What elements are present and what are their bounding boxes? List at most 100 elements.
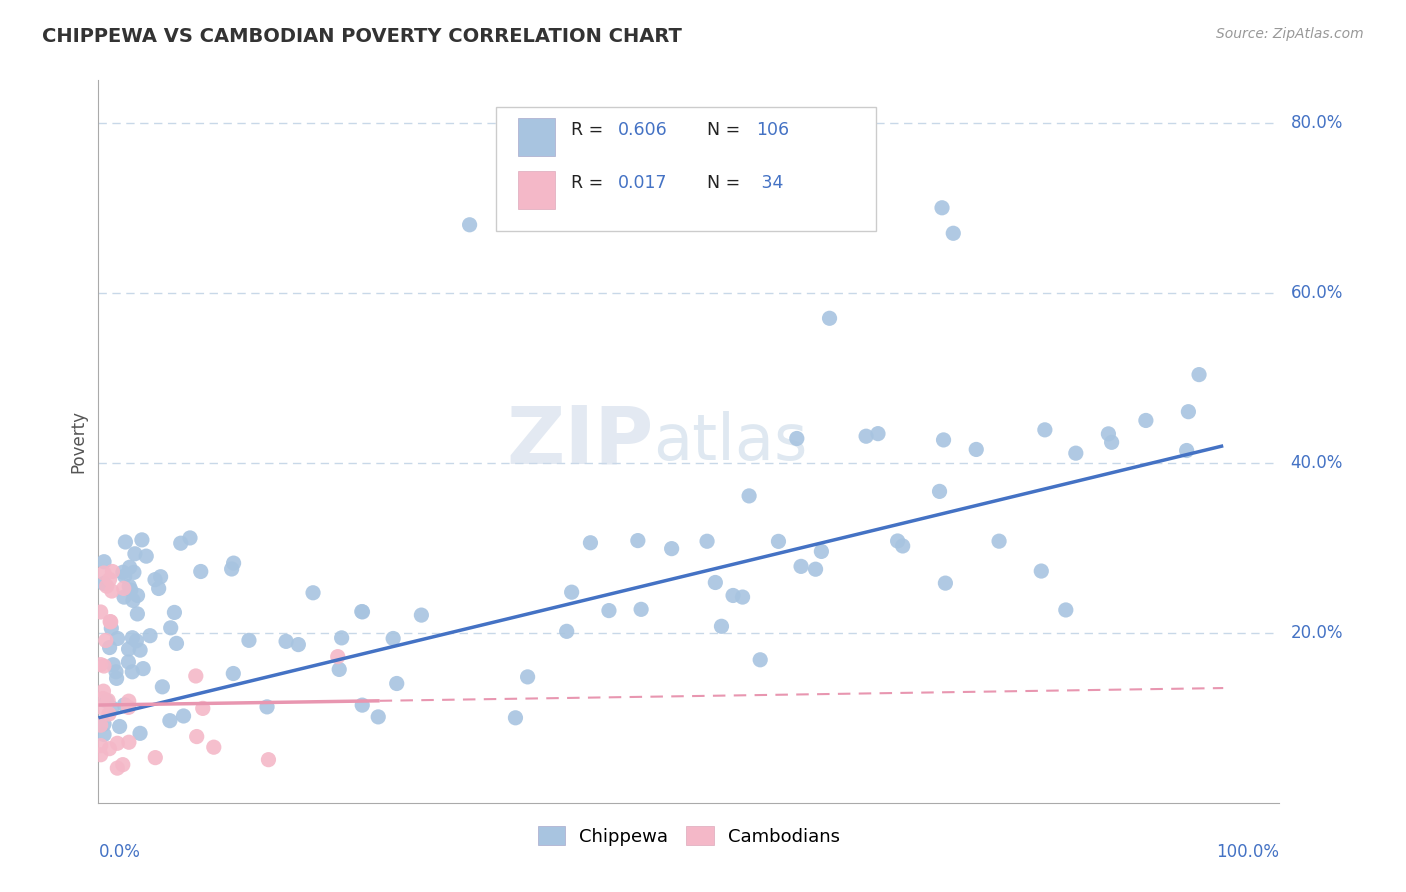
Point [928,484,950,499]
Point [1064,446,1087,460]
Point [93,727,115,741]
Point [328,662,350,676]
Text: 20.0%: 20.0% [1291,624,1343,642]
Text: 0.606: 0.606 [619,121,668,139]
Point [350,605,373,619]
Point [111,757,134,772]
Point [1101,435,1123,450]
Text: 0.0%: 0.0% [98,843,141,861]
Point [93,659,115,673]
Point [131,533,153,547]
Point [122,566,145,580]
Point [942,227,965,241]
FancyBboxPatch shape [517,171,555,209]
Point [100,615,122,629]
Text: R =: R = [571,174,609,192]
Point [90,747,112,762]
Point [159,714,181,728]
Point [98,706,121,721]
Point [122,593,145,607]
Point [274,634,297,648]
Point [114,698,136,712]
Point [97,693,120,707]
Text: 34: 34 [756,174,783,192]
Point [101,701,124,715]
Text: 106: 106 [756,121,789,139]
Text: Source: ZipAtlas.com: Source: ZipAtlas.com [1216,27,1364,41]
Point [98,640,121,655]
Text: 60.0%: 60.0% [1291,284,1343,301]
Point [118,560,141,574]
Text: CHIPPEWA VS CAMBODIAN POVERTY CORRELATION CHART: CHIPPEWA VS CAMBODIAN POVERTY CORRELATIO… [42,27,682,45]
Point [105,672,128,686]
Point [90,718,112,732]
Point [117,642,139,657]
Text: ZIP: ZIP [506,402,654,481]
Point [988,534,1011,549]
Point [257,753,280,767]
Point [121,631,143,645]
Point [190,565,212,579]
Point [148,582,170,596]
Point [90,657,112,672]
Point [1033,423,1056,437]
Point [118,694,141,708]
Text: N =: N = [707,174,745,192]
Point [112,590,135,604]
Point [238,633,260,648]
Text: atlas: atlas [654,410,808,473]
Text: N =: N = [707,121,745,139]
Point [505,711,527,725]
Point [93,555,115,569]
Point [965,442,987,457]
Point [132,662,155,676]
Point [114,535,136,549]
Point [458,218,481,232]
Point [367,710,389,724]
Point [101,657,124,672]
Point [710,619,733,633]
Point [1135,413,1157,427]
Point [127,589,149,603]
Point [98,573,121,587]
Point [932,433,955,447]
Point [173,709,195,723]
Point [170,536,193,550]
Point [96,694,118,708]
Point [352,698,374,713]
Point [166,636,188,650]
Point [382,632,405,646]
Point [1175,443,1198,458]
Point [118,579,141,593]
Point [352,605,374,619]
Point [143,573,166,587]
Point [121,665,143,679]
Point [768,534,790,549]
FancyBboxPatch shape [517,119,555,156]
Point [150,680,173,694]
Point [129,643,152,657]
Point [108,719,131,733]
Point [786,432,808,446]
Point [696,534,718,549]
Point [579,535,602,549]
Point [107,632,129,646]
Point [886,533,908,548]
Point [93,576,115,591]
Point [191,701,214,715]
Point [93,684,115,698]
Text: 0.017: 0.017 [619,174,668,192]
Point [891,539,914,553]
Point [627,533,650,548]
Text: R =: R = [571,121,609,139]
Point [1031,564,1053,578]
Point [287,638,309,652]
Point [90,739,112,753]
Point [866,426,889,441]
Point [326,649,349,664]
Point [143,750,166,764]
Point [100,621,122,635]
Point [105,736,128,750]
Point [94,633,117,648]
Text: 80.0%: 80.0% [1291,114,1343,132]
